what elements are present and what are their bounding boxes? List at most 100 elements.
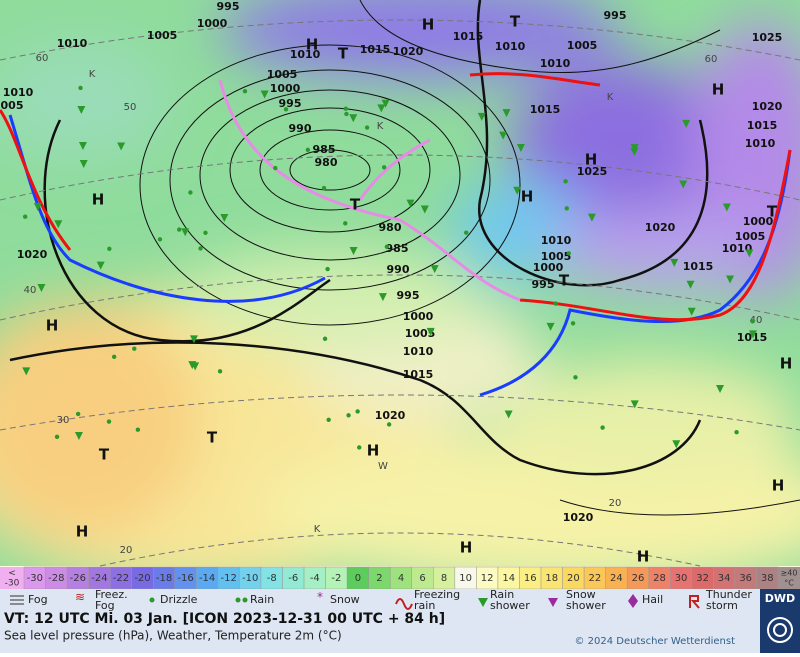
map-label: H [422,16,435,34]
scale-label: 24 [610,573,623,584]
rain-symbol [321,185,327,191]
map-label: 995 [217,0,240,13]
map-label: 1005 [735,230,766,243]
map-label: 995 [604,9,627,22]
shower-symbol [33,202,42,211]
map-label: H [46,317,59,335]
map-label: 1005 [567,39,598,52]
logo-swirl [767,617,793,643]
map-label: H [585,151,598,169]
map-label: 985 [313,143,336,156]
map-label: H [772,477,785,495]
shower-symbol [748,330,757,339]
shower-symbol [679,180,688,189]
rain-symbol [78,85,83,91]
shower-symbol [220,214,229,223]
legend-label: Snow shower [566,588,606,612]
scale-label: 6 [419,573,425,584]
scale-label: -28 [48,573,64,584]
legend-label: Fog [28,593,48,606]
scale-label: 26 [632,573,645,584]
map-label: 1015 [683,260,714,273]
map-label: T [207,429,218,447]
shower-symbol [426,327,435,336]
rain-symbol [553,301,558,306]
scale-high-label: °C [784,579,794,588]
rain-symbol [242,89,248,94]
map-label: 1015 [360,43,391,56]
map-label: T [350,196,361,214]
isobars [9,0,800,516]
copyright: © 2024 Deutscher Wetterdienst [574,636,735,647]
rain-symbol [343,221,348,226]
scale-label: -20 [134,573,150,584]
scale-label: 0 [355,573,361,584]
rain-symbol [357,445,362,450]
rain-symbol [283,107,289,112]
shower-symbol [499,131,508,140]
shower-symbol [630,400,639,409]
shower-symbol [670,258,679,267]
scale-high [778,567,800,589]
rain-symbol [750,319,755,324]
map-label: 1020 [645,221,676,234]
scale-low-label: -30 [5,579,20,589]
shower-symbol [687,307,696,316]
shower-symbol [745,249,754,258]
scale-label: -22 [113,573,129,584]
scale-label: 38 [761,573,774,584]
rain-symbol [734,430,739,435]
map-label: 1010 [290,48,321,61]
map-label: 60 [36,53,49,64]
map-label: T [338,45,349,63]
shower-symbol [477,112,486,121]
scale-label: 32 [696,573,709,584]
shower-symbol [504,410,513,419]
map-label: 20 [120,545,133,556]
shower-symbol [381,99,390,108]
map-label: K [89,69,96,80]
map-label: 980 [379,221,402,234]
map-label: 1000 [197,17,228,30]
svg-text:≋: ≋ [75,590,85,604]
shower-symbol [513,186,522,195]
rain-symbol [135,427,141,432]
shower-symbol [96,261,105,270]
legend-label: Rain [250,593,274,606]
map-label: 1020 [17,248,48,261]
rain-symbol [326,417,331,422]
scale-label: -2 [331,573,341,584]
shower-symbol [349,246,358,255]
scale-label: -16 [177,573,193,584]
color-scale: <-30 -30 -28 -26 -24 -22 -20 -18 -16 -14 -12 -10 -8-… [0,566,800,590]
shower-symbol [181,228,190,237]
scale-label: 8 [441,573,447,584]
rain-symbol [325,266,330,272]
scale-label: 36 [739,573,752,584]
weather-symbols [22,85,757,450]
scale-label: -10 [242,573,258,584]
shower-symbol [430,265,439,274]
rain-symbol [463,230,469,235]
rain-symbol [355,409,360,414]
rain-symbol [573,375,578,380]
legend-label: Hail [642,593,663,606]
map-label: 1020 [375,409,406,422]
map-label: 1015 [403,368,434,381]
scale-label: 12 [481,573,494,584]
shower-symbol [672,440,681,449]
shower-symbol [260,90,269,99]
legend-label: Thunder storm [705,588,752,612]
shower-symbol [74,431,83,440]
legend-label: Freez. Fog [95,588,128,612]
shower-symbol [682,119,691,128]
rain-symbol [54,434,60,440]
map-label: 995 [532,278,555,291]
scale-low [0,567,24,589]
map-label: H [780,355,793,373]
scale-label: 10 [459,573,472,584]
rain-symbol [570,321,576,326]
map-background [0,0,800,590]
